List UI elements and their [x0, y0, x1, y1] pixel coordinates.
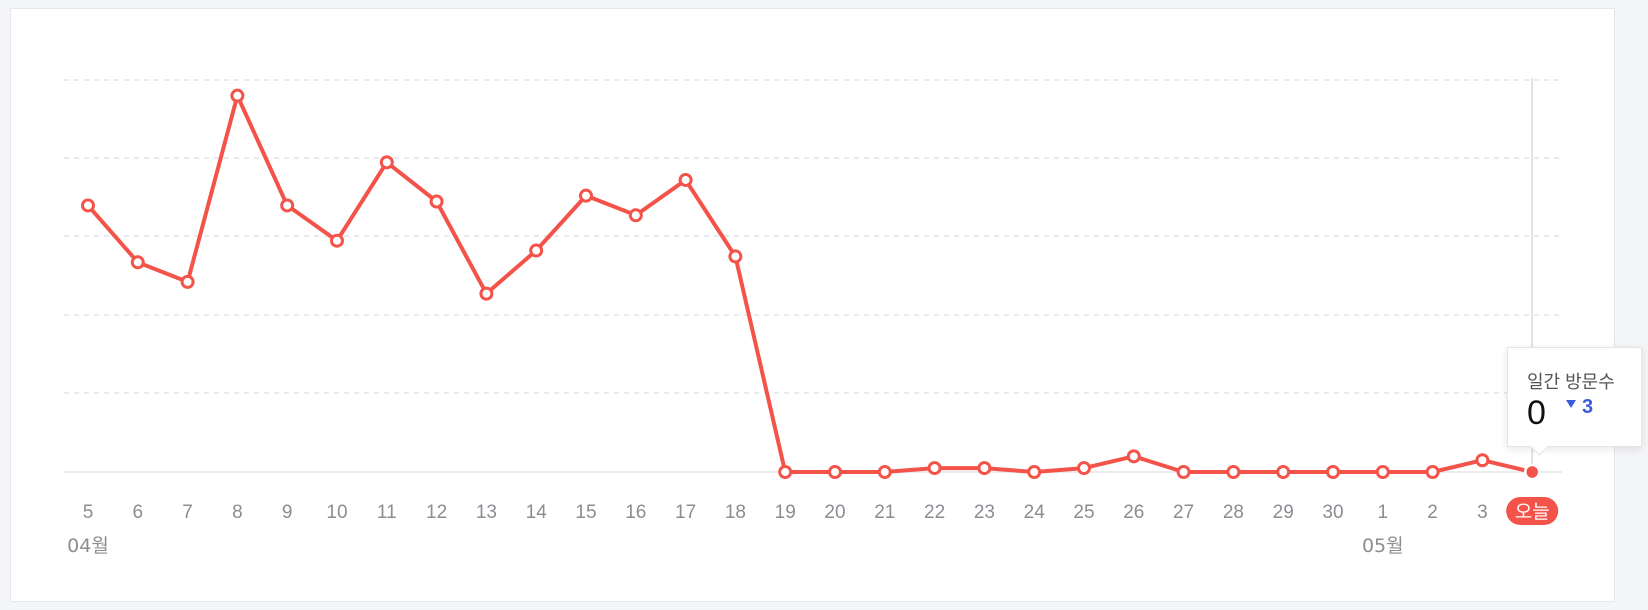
x-tick-label: 24: [1024, 502, 1046, 523]
data-point: [81, 198, 95, 213]
data-point: [379, 155, 394, 170]
data-point: [1126, 449, 1141, 464]
x-tick-label: 26: [1123, 502, 1144, 523]
data-point: [230, 88, 245, 103]
x-tick-label: 25: [1073, 502, 1094, 523]
x-tick-label: 21: [874, 502, 895, 523]
x-tick-label: 15: [575, 502, 596, 523]
x-tick-label: 3: [1477, 502, 1488, 523]
x-tick-label: 14: [526, 502, 548, 523]
data-point: [1375, 465, 1390, 479]
x-tick-label: 7: [182, 502, 193, 523]
data-point: [1326, 465, 1340, 479]
data-point: [579, 188, 593, 203]
x-tick-label-today: 오늘: [1515, 501, 1550, 523]
data-point: [828, 465, 842, 479]
tooltip-value: 0: [1527, 394, 1546, 432]
x-tick-label: 1: [1378, 502, 1389, 523]
data-point: [877, 465, 892, 479]
x-tick-label: 12: [426, 502, 447, 523]
x-tick-label: 9: [282, 502, 293, 523]
triangle-down-icon: [1566, 399, 1576, 408]
data-point: [130, 255, 145, 270]
x-tick-label: 11: [377, 502, 397, 523]
x-tick-label: 2: [1427, 502, 1438, 523]
x-tick-label: 29: [1273, 502, 1294, 523]
x-tick-label: 6: [133, 502, 144, 523]
data-point: [180, 274, 195, 289]
data-point: [728, 249, 743, 264]
month-label: 04월: [67, 535, 109, 557]
x-tick-label: 27: [1173, 502, 1194, 523]
data-point: [330, 233, 344, 248]
tooltip-delta-value: 3: [1582, 396, 1594, 418]
x-tick-label: 8: [232, 502, 243, 523]
data-point: [1077, 461, 1091, 476]
x-tick-label: 30: [1322, 502, 1343, 523]
data-point: [1027, 465, 1042, 479]
data-point: [280, 198, 295, 213]
x-tick-label: 19: [775, 502, 796, 523]
chart-card: [10, 8, 1615, 602]
data-point: [479, 286, 494, 301]
x-tick-label: 22: [924, 502, 945, 523]
x-tick-label: 5: [83, 502, 94, 523]
data-point: [1425, 465, 1440, 479]
x-tick-label: 13: [476, 502, 497, 523]
x-tick-label: 16: [625, 502, 646, 523]
x-tick-label: 10: [326, 502, 347, 523]
data-point: [1276, 465, 1291, 479]
x-tick-label: 18: [725, 502, 746, 523]
tooltip-title: 일간 방문수: [1527, 372, 1615, 392]
x-tick-label: 20: [824, 502, 845, 523]
data-point: [628, 208, 643, 223]
data-point: [429, 194, 444, 209]
data-point: [977, 461, 992, 476]
x-tick-label: 28: [1223, 502, 1244, 523]
data-point: [1176, 465, 1191, 479]
data-point: [927, 461, 942, 476]
x-tick-label: 23: [974, 502, 995, 523]
data-point-highlight: [1523, 463, 1541, 481]
series-line: [86, 93, 1535, 474]
month-label: 05월: [1362, 535, 1404, 557]
tooltip-delta: 3: [1566, 396, 1593, 419]
data-point: [678, 172, 693, 187]
data-point: [1226, 465, 1241, 479]
today-badge: [1506, 497, 1559, 525]
data-point: [778, 465, 793, 479]
data-point: [1475, 453, 1490, 468]
tooltip: 일간 방문수 0 3: [1507, 347, 1642, 447]
data-point: [529, 243, 544, 258]
x-tick-label: 17: [675, 502, 696, 523]
